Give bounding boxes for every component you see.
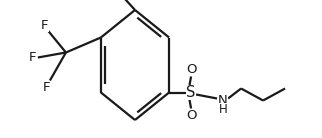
Text: N: N [218,94,228,107]
Text: F: F [43,81,51,94]
Text: F: F [41,19,49,32]
Text: O: O [186,109,196,122]
Text: H: H [219,103,227,116]
Text: F: F [29,51,37,64]
Text: O: O [186,63,196,76]
Text: S: S [186,85,196,100]
